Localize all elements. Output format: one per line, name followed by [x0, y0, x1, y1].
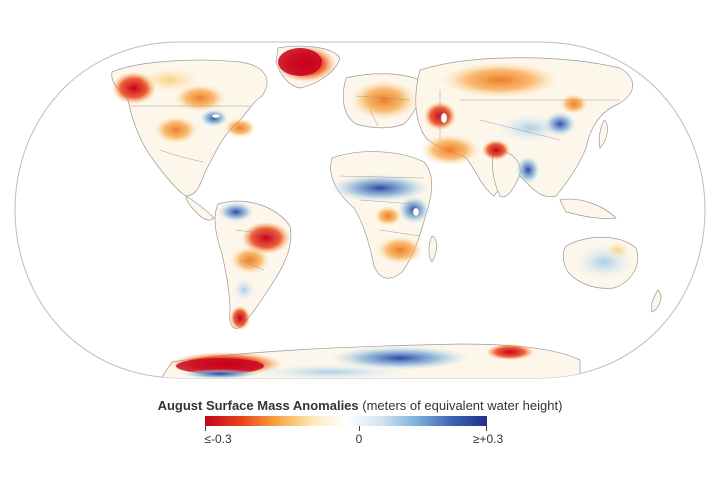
legend-tick-min [205, 426, 206, 431]
japan [598, 119, 608, 149]
legend-label-zero: 0 [355, 432, 363, 446]
legend-tick-zero [359, 426, 360, 431]
legend-title-main: August Surface Mass Anomalies [157, 398, 359, 413]
country-borders [130, 90, 620, 271]
legend-tick-max [486, 426, 487, 431]
legend-title-units: (meters of equivalent water height) [358, 398, 563, 413]
legend-label-min: ≤-0.3 [204, 432, 232, 446]
india [492, 149, 521, 198]
lakes [211, 112, 448, 217]
new-zealand [651, 289, 662, 313]
southeast-asia [559, 198, 617, 219]
anomaly-overlay [112, 46, 634, 378]
legend-title: August Surface Mass Anomalies (meters of… [0, 398, 720, 413]
madagascar [428, 235, 437, 263]
central-america [185, 195, 215, 221]
legend-colorbar [205, 416, 487, 426]
legend-label-max: ≥+0.3 [472, 432, 504, 446]
